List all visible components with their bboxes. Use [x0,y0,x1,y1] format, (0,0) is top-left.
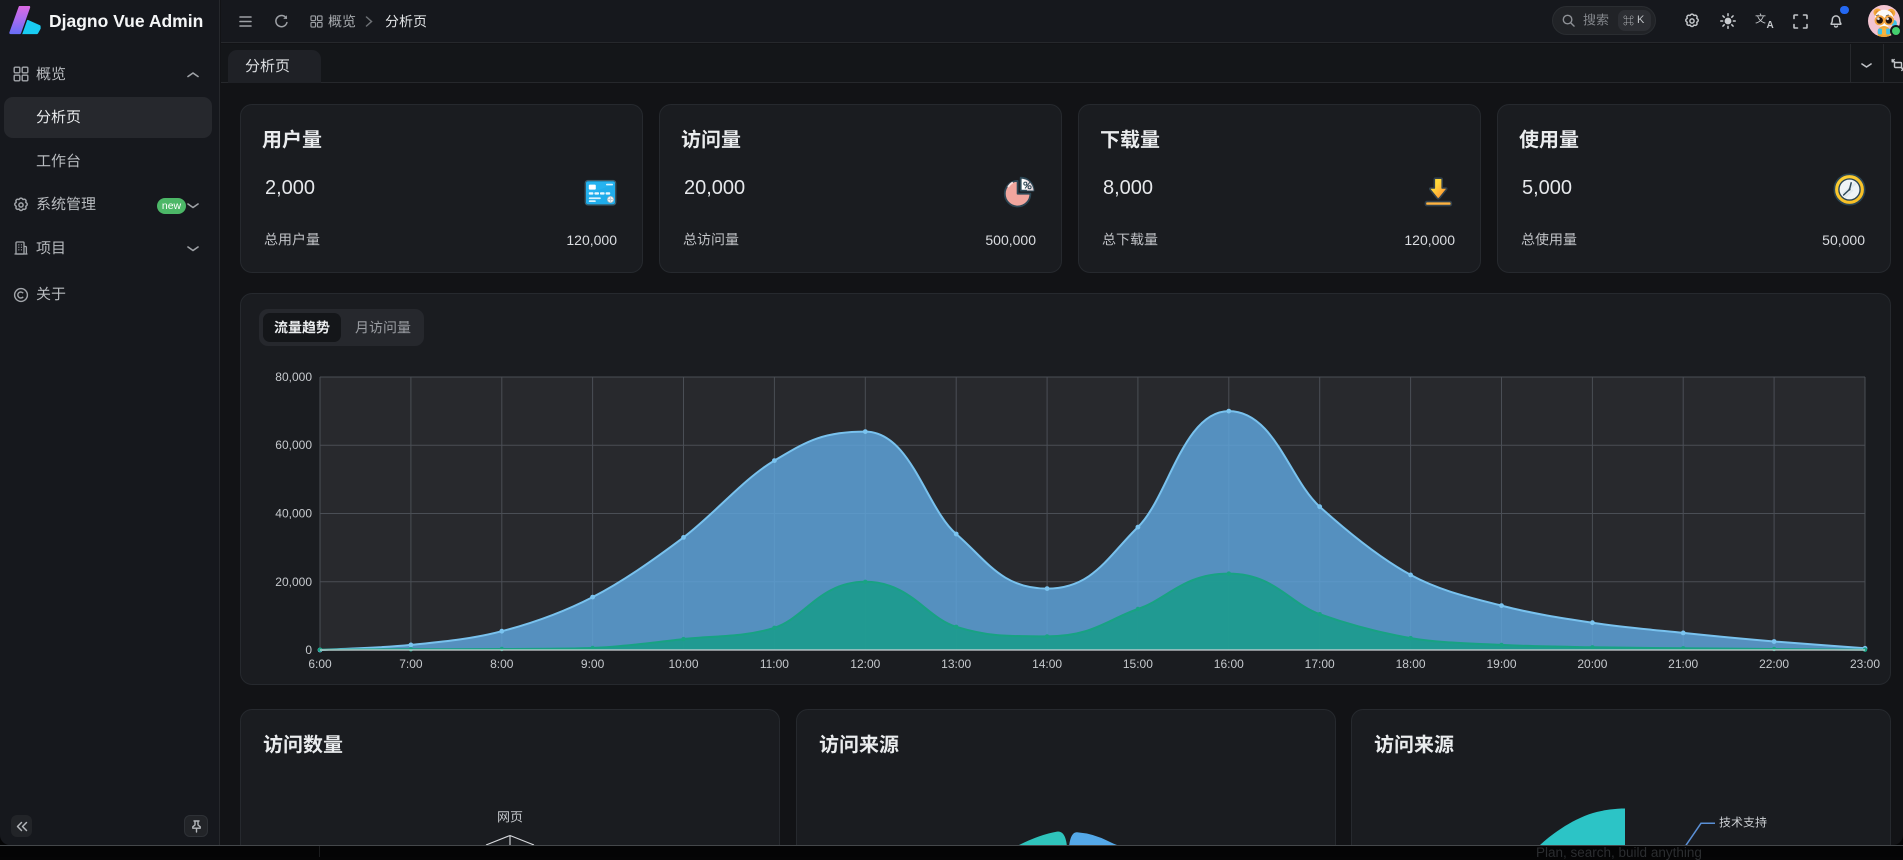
svg-text:8:00: 8:00 [490,657,514,671]
svg-text:10:00: 10:00 [668,657,698,671]
svg-text:20:00: 20:00 [1577,657,1607,671]
svg-text:21:00: 21:00 [1668,657,1698,671]
svg-text:13:00: 13:00 [941,657,971,671]
svg-text:19:00: 19:00 [1486,657,1516,671]
svg-text:18:00: 18:00 [1396,657,1426,671]
svg-text:12:00: 12:00 [850,657,880,671]
svg-text:22:00: 22:00 [1759,657,1789,671]
svg-text:11:00: 11:00 [760,657,789,671]
svg-text:60,000: 60,000 [275,438,312,452]
svg-text:14:00: 14:00 [1032,657,1062,671]
svg-text:80,000: 80,000 [275,370,312,384]
svg-text:23:00: 23:00 [1850,657,1880,671]
svg-text:6:00: 6:00 [308,657,332,671]
svg-text:16:00: 16:00 [1214,657,1244,671]
svg-text:17:00: 17:00 [1305,657,1335,671]
svg-text:40,000: 40,000 [275,507,312,521]
svg-text:9:00: 9:00 [581,657,605,671]
svg-text:7:00: 7:00 [399,657,423,671]
svg-text:0: 0 [305,643,312,657]
svg-text:20,000: 20,000 [275,575,312,589]
svg-text:15:00: 15:00 [1123,657,1153,671]
